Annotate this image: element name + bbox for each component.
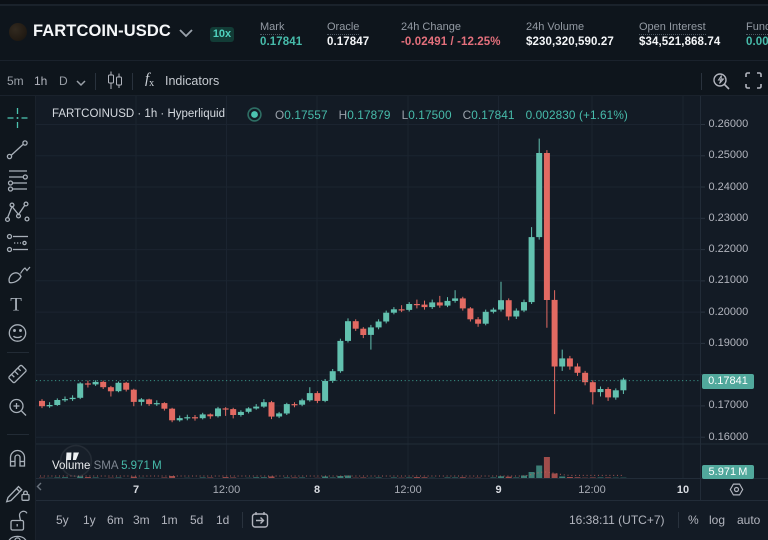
svg-text:T: T <box>10 295 22 316</box>
